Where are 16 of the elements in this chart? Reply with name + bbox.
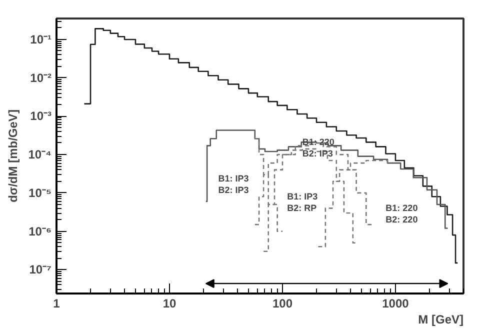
y-tick-label: 10⁻¹ — [30, 32, 52, 46]
x-tick-label: 10 — [162, 296, 176, 310]
x-tick-label: 100 — [272, 296, 293, 310]
y-tick-label: 10⁻⁷ — [29, 262, 52, 277]
y-tick-label: 10⁻³ — [30, 109, 52, 124]
x-tick-label: 1000 — [382, 296, 410, 310]
y-tick-label: 10⁻⁴ — [28, 148, 52, 162]
y-axis-title: dσ/dM [mb/GeV] — [6, 110, 20, 202]
x-tick-label: 1 — [53, 296, 60, 310]
annotation: B1: IP3 B2: RP — [287, 191, 318, 213]
annotation: B1: IP3 B2: IP3 — [218, 174, 249, 196]
y-tick-label: 10⁻² — [30, 70, 52, 85]
y-tick-label: 10⁻⁶ — [28, 224, 52, 238]
x-axis-title: M [GeV] — [418, 312, 464, 326]
y-tick-label: 10⁻⁵ — [28, 186, 52, 200]
annotation: B1: 220 B2: 220 — [386, 202, 418, 224]
